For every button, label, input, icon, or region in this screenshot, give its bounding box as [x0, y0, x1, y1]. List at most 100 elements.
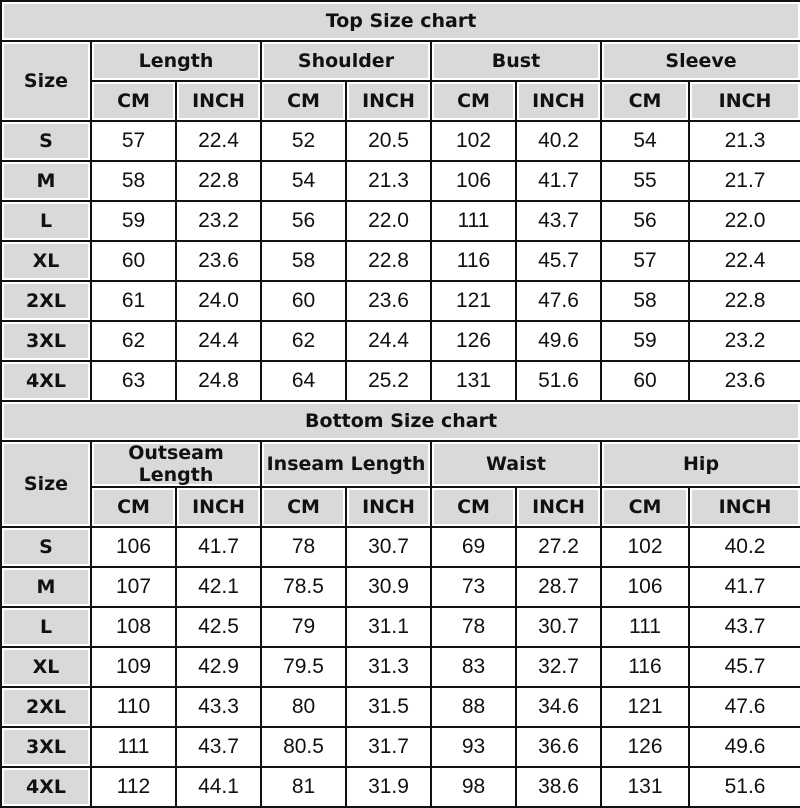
- value-cell: 131: [430, 360, 517, 402]
- measurement-header: Waist: [430, 440, 602, 488]
- value-cell: 22.4: [175, 120, 262, 162]
- value-cell: 126: [430, 320, 517, 362]
- value-cell: 22.0: [345, 200, 432, 242]
- unit-header-row: CM INCH CM INCH CM INCH CM INCH: [1, 80, 800, 122]
- chart-title-row: Bottom Size chart: [0, 400, 800, 442]
- value-cell: 69: [430, 526, 517, 568]
- value-cell: 22.8: [175, 160, 262, 202]
- table-row: 2XL 110 43.3 80 31.5 88 34.6 121 47.6: [0, 686, 800, 728]
- unit-header-inch: INCH: [345, 486, 432, 528]
- value-cell: 30.7: [345, 526, 432, 568]
- unit-header-inch: INCH: [175, 486, 262, 528]
- value-cell: 42.1: [175, 566, 262, 608]
- size-cell: L: [0, 606, 92, 648]
- size-cell: 2XL: [0, 280, 92, 322]
- value-cell: 78: [430, 606, 517, 648]
- unit-header-cm: CM: [90, 80, 177, 122]
- value-cell: 59: [90, 200, 177, 242]
- value-cell: 45.7: [515, 240, 602, 282]
- value-cell: 79.5: [260, 646, 347, 688]
- value-cell: 106: [600, 566, 690, 608]
- value-cell: 24.0: [175, 280, 262, 322]
- value-cell: 43.7: [515, 200, 602, 242]
- value-cell: 22.8: [345, 240, 432, 282]
- value-cell: 31.3: [345, 646, 432, 688]
- value-cell: 108: [90, 606, 177, 648]
- value-cell: 121: [600, 686, 690, 728]
- value-cell: 23.6: [687, 360, 800, 402]
- value-cell: 112: [90, 766, 177, 808]
- value-cell: 58: [90, 160, 177, 202]
- value-cell: 55: [600, 160, 690, 202]
- value-cell: 22.0: [687, 200, 800, 242]
- chart-title-row: Top Size chart: [0, 0, 800, 42]
- size-cell: 3XL: [0, 320, 92, 362]
- unit-header-cm: CM: [260, 486, 347, 528]
- value-cell: 38.6: [515, 766, 602, 808]
- table-row: S 57 22.4 52 20.5 102 40.2 54 21.3: [0, 120, 800, 162]
- size-cell: XL: [0, 646, 92, 688]
- unit-header-cm: CM: [600, 486, 690, 528]
- measurement-header: Shoulder: [260, 40, 432, 82]
- unit-header-cm: CM: [90, 486, 177, 528]
- value-cell: 44.1: [175, 766, 262, 808]
- value-cell: 32.7: [515, 646, 602, 688]
- value-cell: 47.6: [515, 280, 602, 322]
- unit-header-inch: INCH: [687, 486, 800, 528]
- value-cell: 64: [260, 360, 347, 402]
- value-cell: 41.7: [687, 566, 800, 608]
- value-cell: 31.1: [345, 606, 432, 648]
- value-cell: 109: [90, 646, 177, 688]
- unit-header-inch: INCH: [515, 486, 602, 528]
- value-cell: 31.5: [345, 686, 432, 728]
- value-cell: 43.3: [175, 686, 262, 728]
- value-cell: 40.2: [687, 526, 800, 568]
- value-cell: 111: [90, 726, 177, 768]
- value-cell: 51.6: [687, 766, 800, 808]
- value-cell: 111: [430, 200, 517, 242]
- unit-header-cm: CM: [430, 486, 517, 528]
- value-cell: 23.6: [345, 280, 432, 322]
- value-cell: 111: [600, 606, 690, 648]
- size-cell: L: [0, 200, 92, 242]
- value-cell: 20.5: [345, 120, 432, 162]
- value-cell: 106: [430, 160, 517, 202]
- measurement-header: Outseam Length: [90, 440, 262, 488]
- size-cell: XL: [0, 240, 92, 282]
- value-cell: 81: [260, 766, 347, 808]
- table-row: 3XL 111 43.7 80.5 31.7 93 36.6 126 49.6: [0, 726, 800, 768]
- value-cell: 23.2: [175, 200, 262, 242]
- value-cell: 23.2: [687, 320, 800, 362]
- value-cell: 43.7: [687, 606, 800, 648]
- value-cell: 21.3: [687, 120, 800, 162]
- value-cell: 21.7: [687, 160, 800, 202]
- value-cell: 126: [600, 726, 690, 768]
- value-cell: 80.5: [260, 726, 347, 768]
- value-cell: 116: [600, 646, 690, 688]
- value-cell: 88: [430, 686, 517, 728]
- value-cell: 78.5: [260, 566, 347, 608]
- unit-header-row: CM INCH CM INCH CM INCH CM INCH: [1, 486, 800, 528]
- value-cell: 42.9: [175, 646, 262, 688]
- unit-header-cm: CM: [600, 80, 690, 122]
- unit-header-inch: INCH: [515, 80, 602, 122]
- value-cell: 25.2: [345, 360, 432, 402]
- value-cell: 31.7: [345, 726, 432, 768]
- table-row: XL 60 23.6 58 22.8 116 45.7 57 22.4: [0, 240, 800, 282]
- value-cell: 49.6: [515, 320, 602, 362]
- value-cell: 22.4: [687, 240, 800, 282]
- value-cell: 62: [90, 320, 177, 362]
- value-cell: 98: [430, 766, 517, 808]
- table-row: 4XL 112 44.1 81 31.9 98 38.6 131 51.6: [0, 766, 800, 808]
- value-cell: 47.6: [687, 686, 800, 728]
- table-row: L 108 42.5 79 31.1 78 30.7 111 43.7: [0, 606, 800, 648]
- value-cell: 102: [600, 526, 690, 568]
- unit-header-inch: INCH: [687, 80, 800, 122]
- unit-header-inch: INCH: [345, 80, 432, 122]
- value-cell: 57: [600, 240, 690, 282]
- value-cell: 30.9: [345, 566, 432, 608]
- size-cell: M: [0, 160, 92, 202]
- value-cell: 60: [260, 280, 347, 322]
- value-cell: 24.8: [175, 360, 262, 402]
